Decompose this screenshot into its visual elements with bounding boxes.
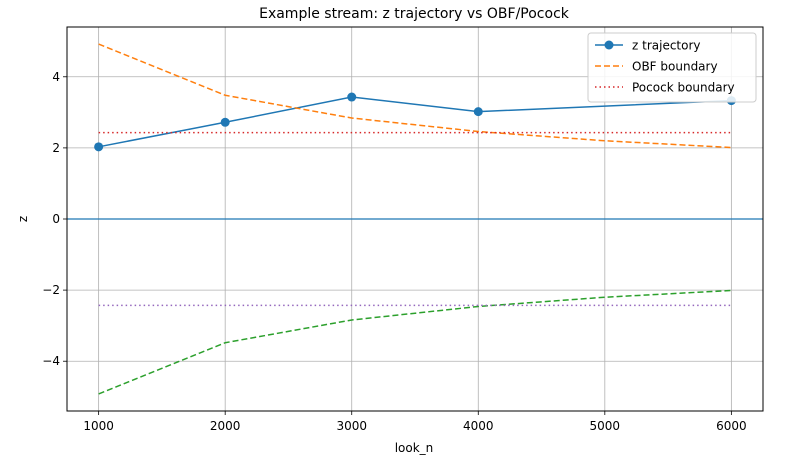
series-obf-lower-boundary xyxy=(98,289,732,395)
chart-title: Example stream: z trajectory vs OBF/Poco… xyxy=(259,6,570,22)
legend-marker xyxy=(604,40,614,50)
x-tick-label: 5000 xyxy=(590,419,621,433)
x-tick-label: 6000 xyxy=(716,419,747,433)
legend-label: OBF boundary xyxy=(632,60,718,74)
y-axis-ticks: −4 −2 0 2 4 xyxy=(42,70,67,368)
x-tick-label: 2000 xyxy=(210,419,241,433)
data-point xyxy=(347,92,357,102)
data-point xyxy=(473,107,483,117)
legend-box xyxy=(587,32,757,103)
y-tick-label: −2 xyxy=(42,283,60,297)
series-line-obf-lower-boundary xyxy=(98,289,732,395)
x-axis-ticks: 1000 2000 3000 4000 5000 6000 xyxy=(83,411,747,433)
x-axis-label: look_n xyxy=(395,441,434,455)
x-tick-label: 4000 xyxy=(463,419,494,433)
x-tick-label: 1000 xyxy=(83,419,114,433)
x-tick-label: 3000 xyxy=(336,419,367,433)
y-tick-label: 4 xyxy=(52,70,60,84)
data-point xyxy=(220,117,230,127)
series-line-obf-boundary xyxy=(98,43,732,149)
y-tick-label: −4 xyxy=(42,354,60,368)
legend: z trajectory OBF boundary Pocock boundary xyxy=(587,32,757,103)
legend-label: Pocock boundary xyxy=(632,81,735,95)
series-obf-boundary xyxy=(98,43,732,149)
data-point xyxy=(94,142,104,152)
y-tick-label: 2 xyxy=(52,141,60,155)
y-axis-label: z xyxy=(16,216,30,222)
legend-label: z trajectory xyxy=(632,39,701,53)
y-tick-label: 0 xyxy=(52,212,60,226)
